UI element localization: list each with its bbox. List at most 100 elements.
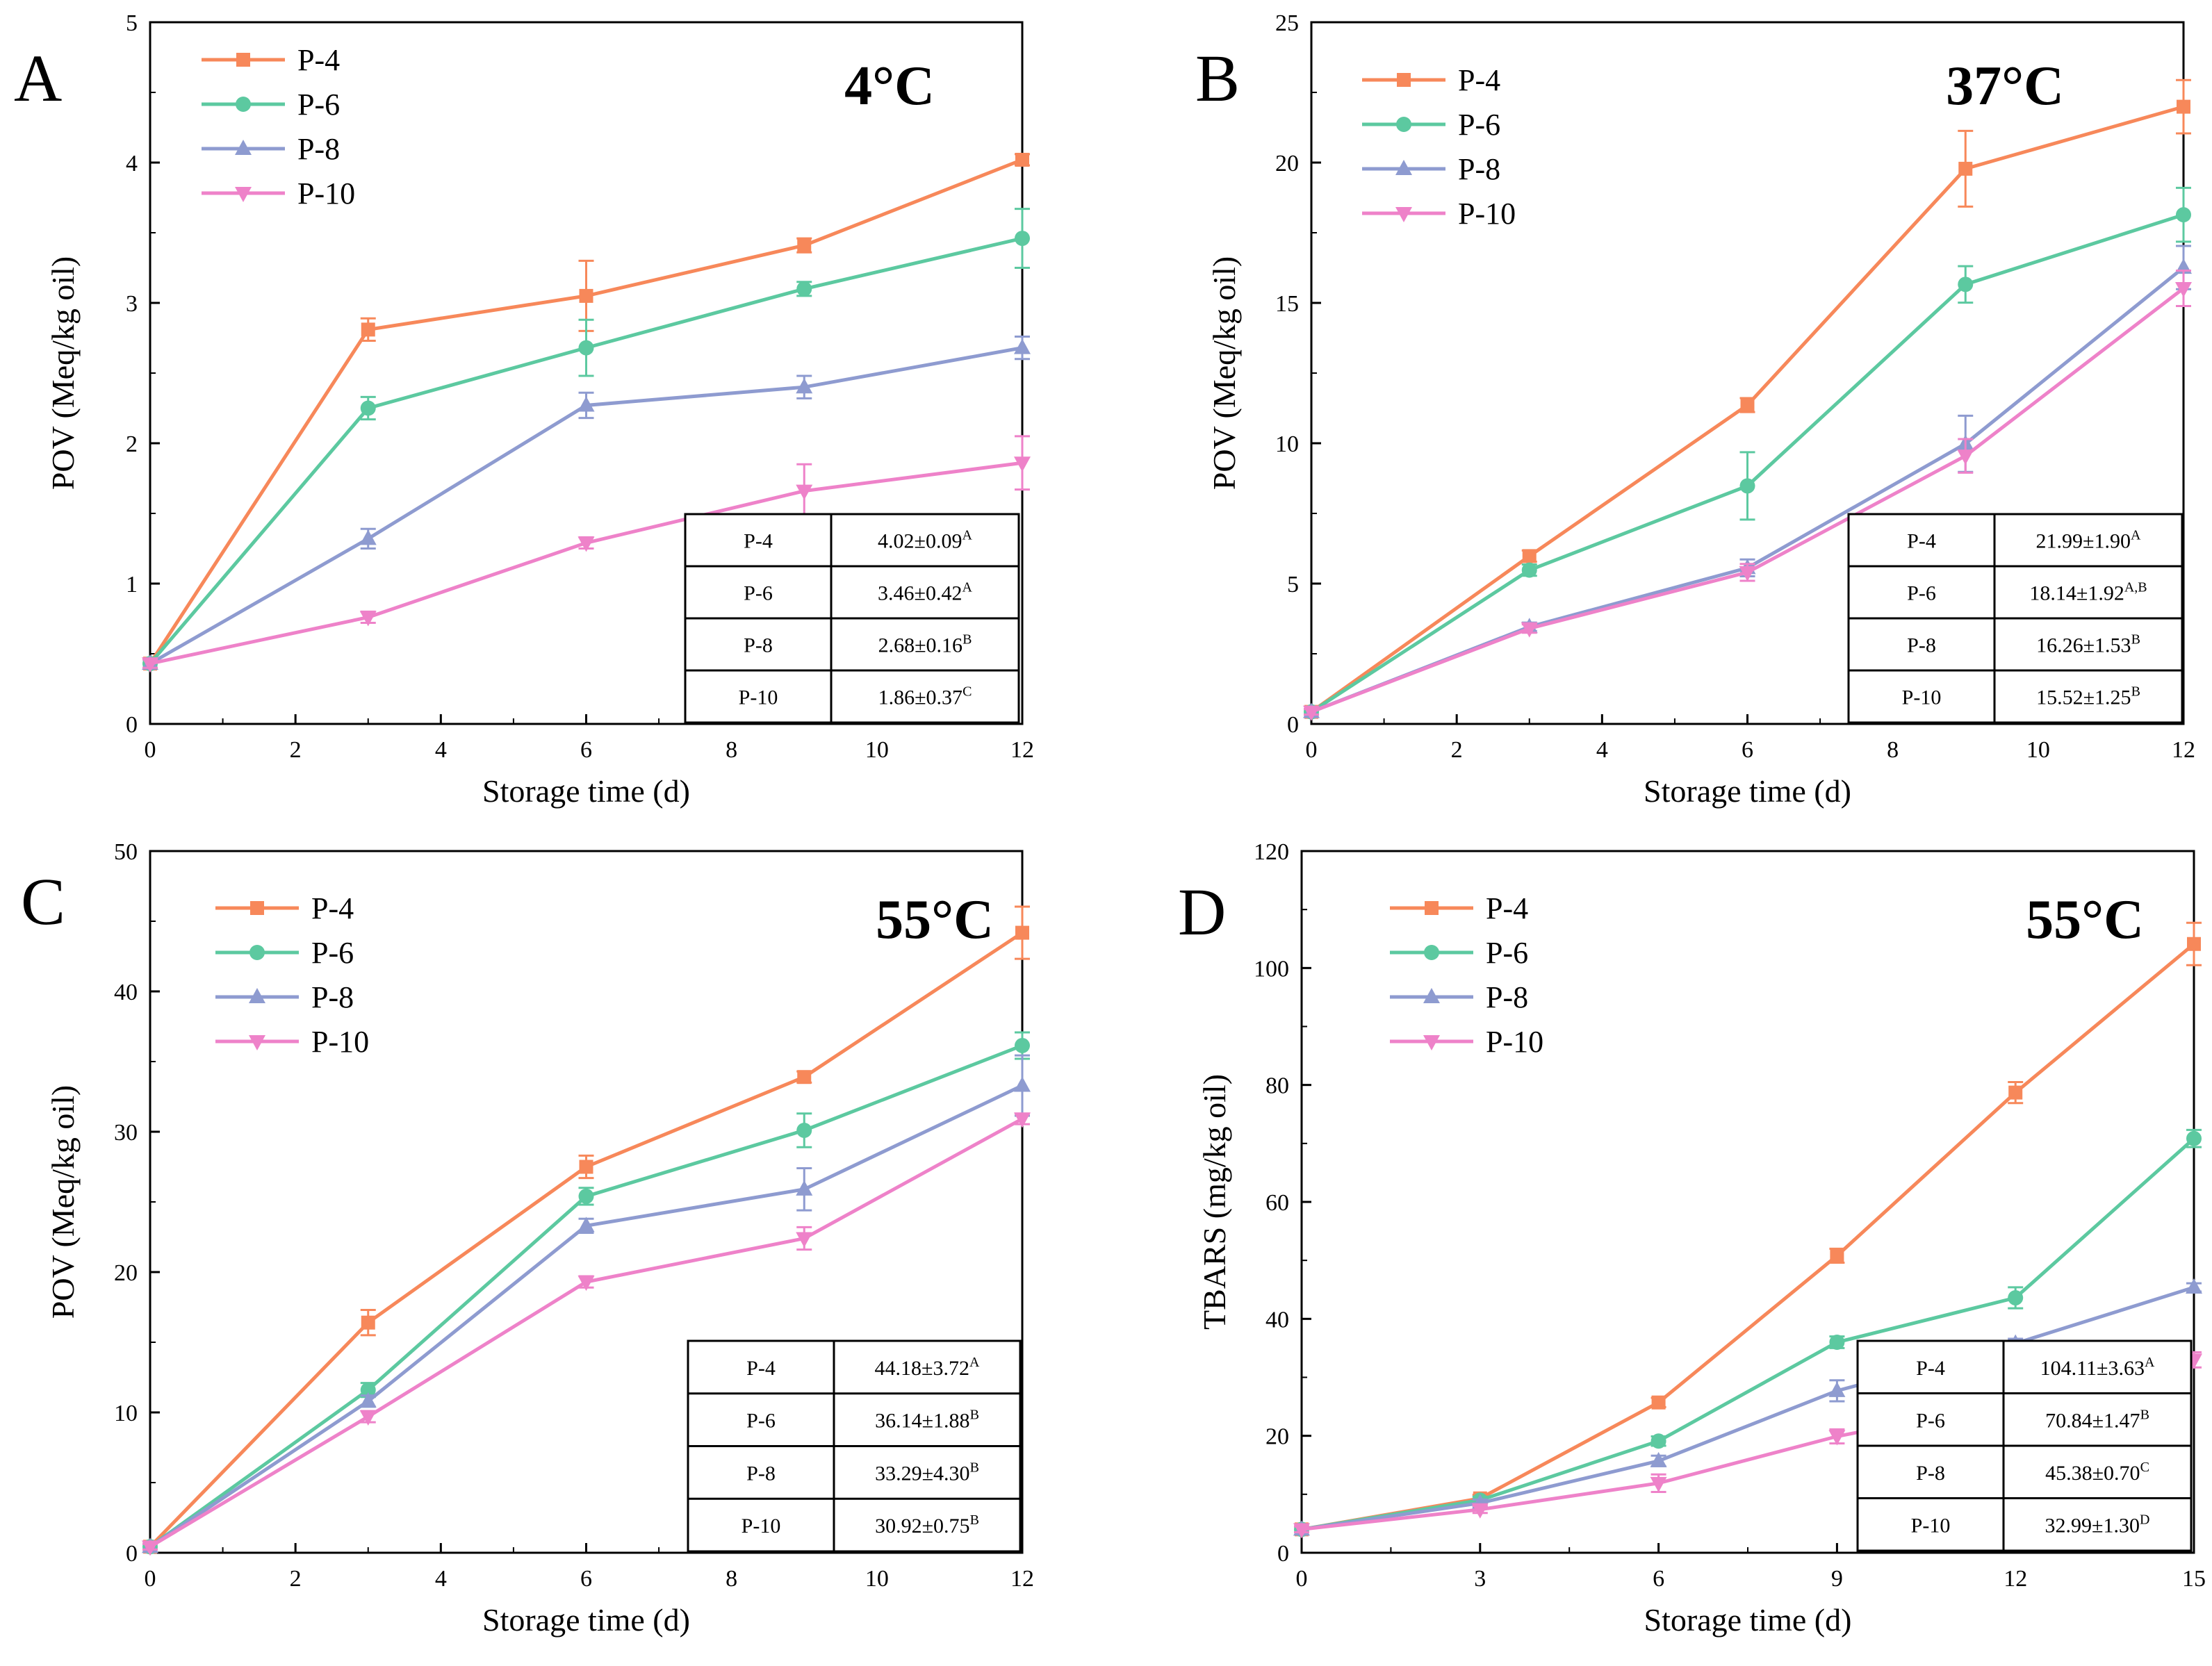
legend-marker-P-6 (1396, 117, 1411, 132)
legend-marker-P-10 (249, 1035, 265, 1050)
data-point-P-6 (1650, 1433, 1666, 1449)
series-line-P-8 (1301, 1285, 2195, 1531)
y-tick-label: 4 (126, 151, 138, 176)
x-tick-label: 2 (1451, 737, 1463, 763)
x-axis-label: Storage time (d) (1644, 1602, 1852, 1638)
chart-panel-D: 0 3 6 9 12 15 0 20 40 60 80 100 120 Storage time (d) T… (1178, 839, 2206, 1638)
legend-label-P-8: P-8 (1486, 980, 1528, 1014)
table-value-superscript: A,B (2124, 580, 2147, 595)
data-point-P-4 (1015, 925, 1029, 940)
table-value-superscript: B (2131, 632, 2140, 648)
table-value-superscript: B (962, 632, 972, 648)
table-cell-name: P-10 (742, 1515, 781, 1537)
legend-label-P-6: P-6 (297, 88, 340, 122)
x-tick-label: 2 (290, 1566, 302, 1592)
legend-marker-P-6 (249, 945, 265, 960)
table-cell-name: P-6 (746, 1410, 776, 1433)
x-tick-label: 12 (1010, 737, 1034, 763)
x-tick-label: 0 (145, 737, 156, 763)
data-point-P-6 (578, 1188, 594, 1204)
temperature-label: 55°C (876, 889, 994, 950)
table-value-superscript: B (2140, 1407, 2149, 1422)
legend-label-P-4: P-4 (311, 891, 354, 925)
table-cell-value: 45.38±0.70C (2045, 1460, 2149, 1485)
table-cell-value: 30.92±0.75B (875, 1512, 979, 1537)
y-tick-label: 10 (114, 1401, 138, 1426)
data-point-P-10 (359, 611, 377, 627)
table-cell-value: 16.26±1.53B (2036, 632, 2140, 657)
table-value-superscript: B (970, 1408, 979, 1423)
y-axis-label: POV (Meq/kg oil) (1206, 256, 1242, 490)
data-point-P-8 (796, 378, 813, 394)
panel-label: B (1195, 41, 1240, 115)
y-tick-label: 50 (114, 839, 138, 865)
data-point-P-6 (360, 400, 376, 416)
y-tick-label: 3 (126, 291, 138, 317)
data-point-P-4 (2177, 99, 2190, 114)
table-value-text: 30.92±0.75 (875, 1515, 969, 1537)
table-value-superscript: A (962, 528, 973, 543)
table-cell-value: 3.46±0.42A (878, 580, 972, 605)
data-point-P-6 (1829, 1335, 1845, 1350)
data-point-P-4 (361, 1315, 375, 1330)
table-value-text: 45.38±0.70 (2045, 1462, 2140, 1485)
y-axis-label: POV (Meq/kg oil) (45, 256, 81, 490)
table-cell-value: 21.99±1.90A (2036, 528, 2141, 553)
data-point-P-4 (361, 322, 375, 337)
data-point-P-6 (578, 340, 594, 356)
table-value-superscript: A (2145, 1355, 2155, 1370)
legend-marker-P-4 (1425, 901, 1439, 915)
table-cell-name: P-4 (1907, 530, 1936, 553)
table-value-text: 33.29±4.30 (875, 1462, 969, 1485)
legend-label-P-6: P-6 (1486, 936, 1528, 970)
table-value-text: 44.18±3.72 (875, 1357, 969, 1380)
legend-label-P-10: P-10 (1486, 1025, 1543, 1059)
table-cell-value: 18.14±1.92A,B (2029, 580, 2147, 605)
data-point-P-10 (1739, 566, 1756, 582)
legend-marker-P-6 (236, 97, 251, 112)
table-value-superscript: C (962, 684, 972, 700)
data-point-P-10 (1957, 450, 1974, 465)
legend-label-P-8: P-8 (297, 132, 340, 166)
table-value-text: 70.84±1.47 (2045, 1409, 2140, 1432)
data-point-P-8 (1014, 338, 1031, 354)
data-point-P-6 (1015, 231, 1030, 247)
table-cell-name: P-6 (1907, 582, 1936, 605)
data-point-P-4 (797, 1070, 812, 1084)
x-tick-label: 0 (145, 1566, 156, 1592)
data-point-P-8 (359, 529, 377, 545)
y-axis-label: TBARS (mg/kg oil) (1197, 1074, 1232, 1330)
data-point-P-4 (2187, 937, 2201, 951)
data-point-P-6 (1015, 1037, 1030, 1053)
x-tick-label: 4 (1596, 737, 1608, 763)
data-point-P-10 (1828, 1430, 1846, 1446)
data-point-P-10 (142, 1540, 158, 1556)
y-tick-label: 10 (1275, 431, 1299, 457)
table-value-text: 2.68±0.16 (878, 634, 962, 657)
x-tick-label: 4 (435, 1566, 447, 1592)
legend-marker-P-4 (1397, 73, 1411, 87)
panel-label: C (21, 864, 65, 939)
y-tick-label: 2 (126, 431, 138, 457)
table-cell-value: 4.02±0.09A (878, 528, 972, 553)
y-tick-label: 0 (1287, 712, 1299, 738)
y-tick-label: 0 (126, 1541, 138, 1567)
data-point-P-4 (579, 288, 593, 303)
data-point-P-6 (1739, 478, 1755, 494)
data-point-P-8 (1828, 1381, 1846, 1397)
data-point-P-10 (1521, 622, 1538, 638)
table-cell-value: 15.52±1.25B (2036, 684, 2140, 709)
data-point-P-6 (1521, 562, 1537, 578)
x-tick-label: 0 (1296, 1566, 1308, 1592)
table-value-superscript: B (970, 1512, 979, 1528)
legend-label-P-4: P-4 (1486, 891, 1528, 925)
data-point-P-10 (796, 484, 813, 500)
table-cell-name: P-8 (1916, 1462, 1945, 1485)
legend-marker-P-4 (236, 53, 250, 67)
temperature-label: 37°C (1946, 56, 2064, 117)
chart-panel-B: 0 2 4 6 8 10 12 0 5 10 15 20 25 Storage time (d) POV (… (1195, 10, 2195, 809)
legend-label-P-6: P-6 (311, 936, 354, 970)
y-tick-label: 80 (1265, 1073, 1289, 1099)
panel-label: A (14, 41, 62, 115)
